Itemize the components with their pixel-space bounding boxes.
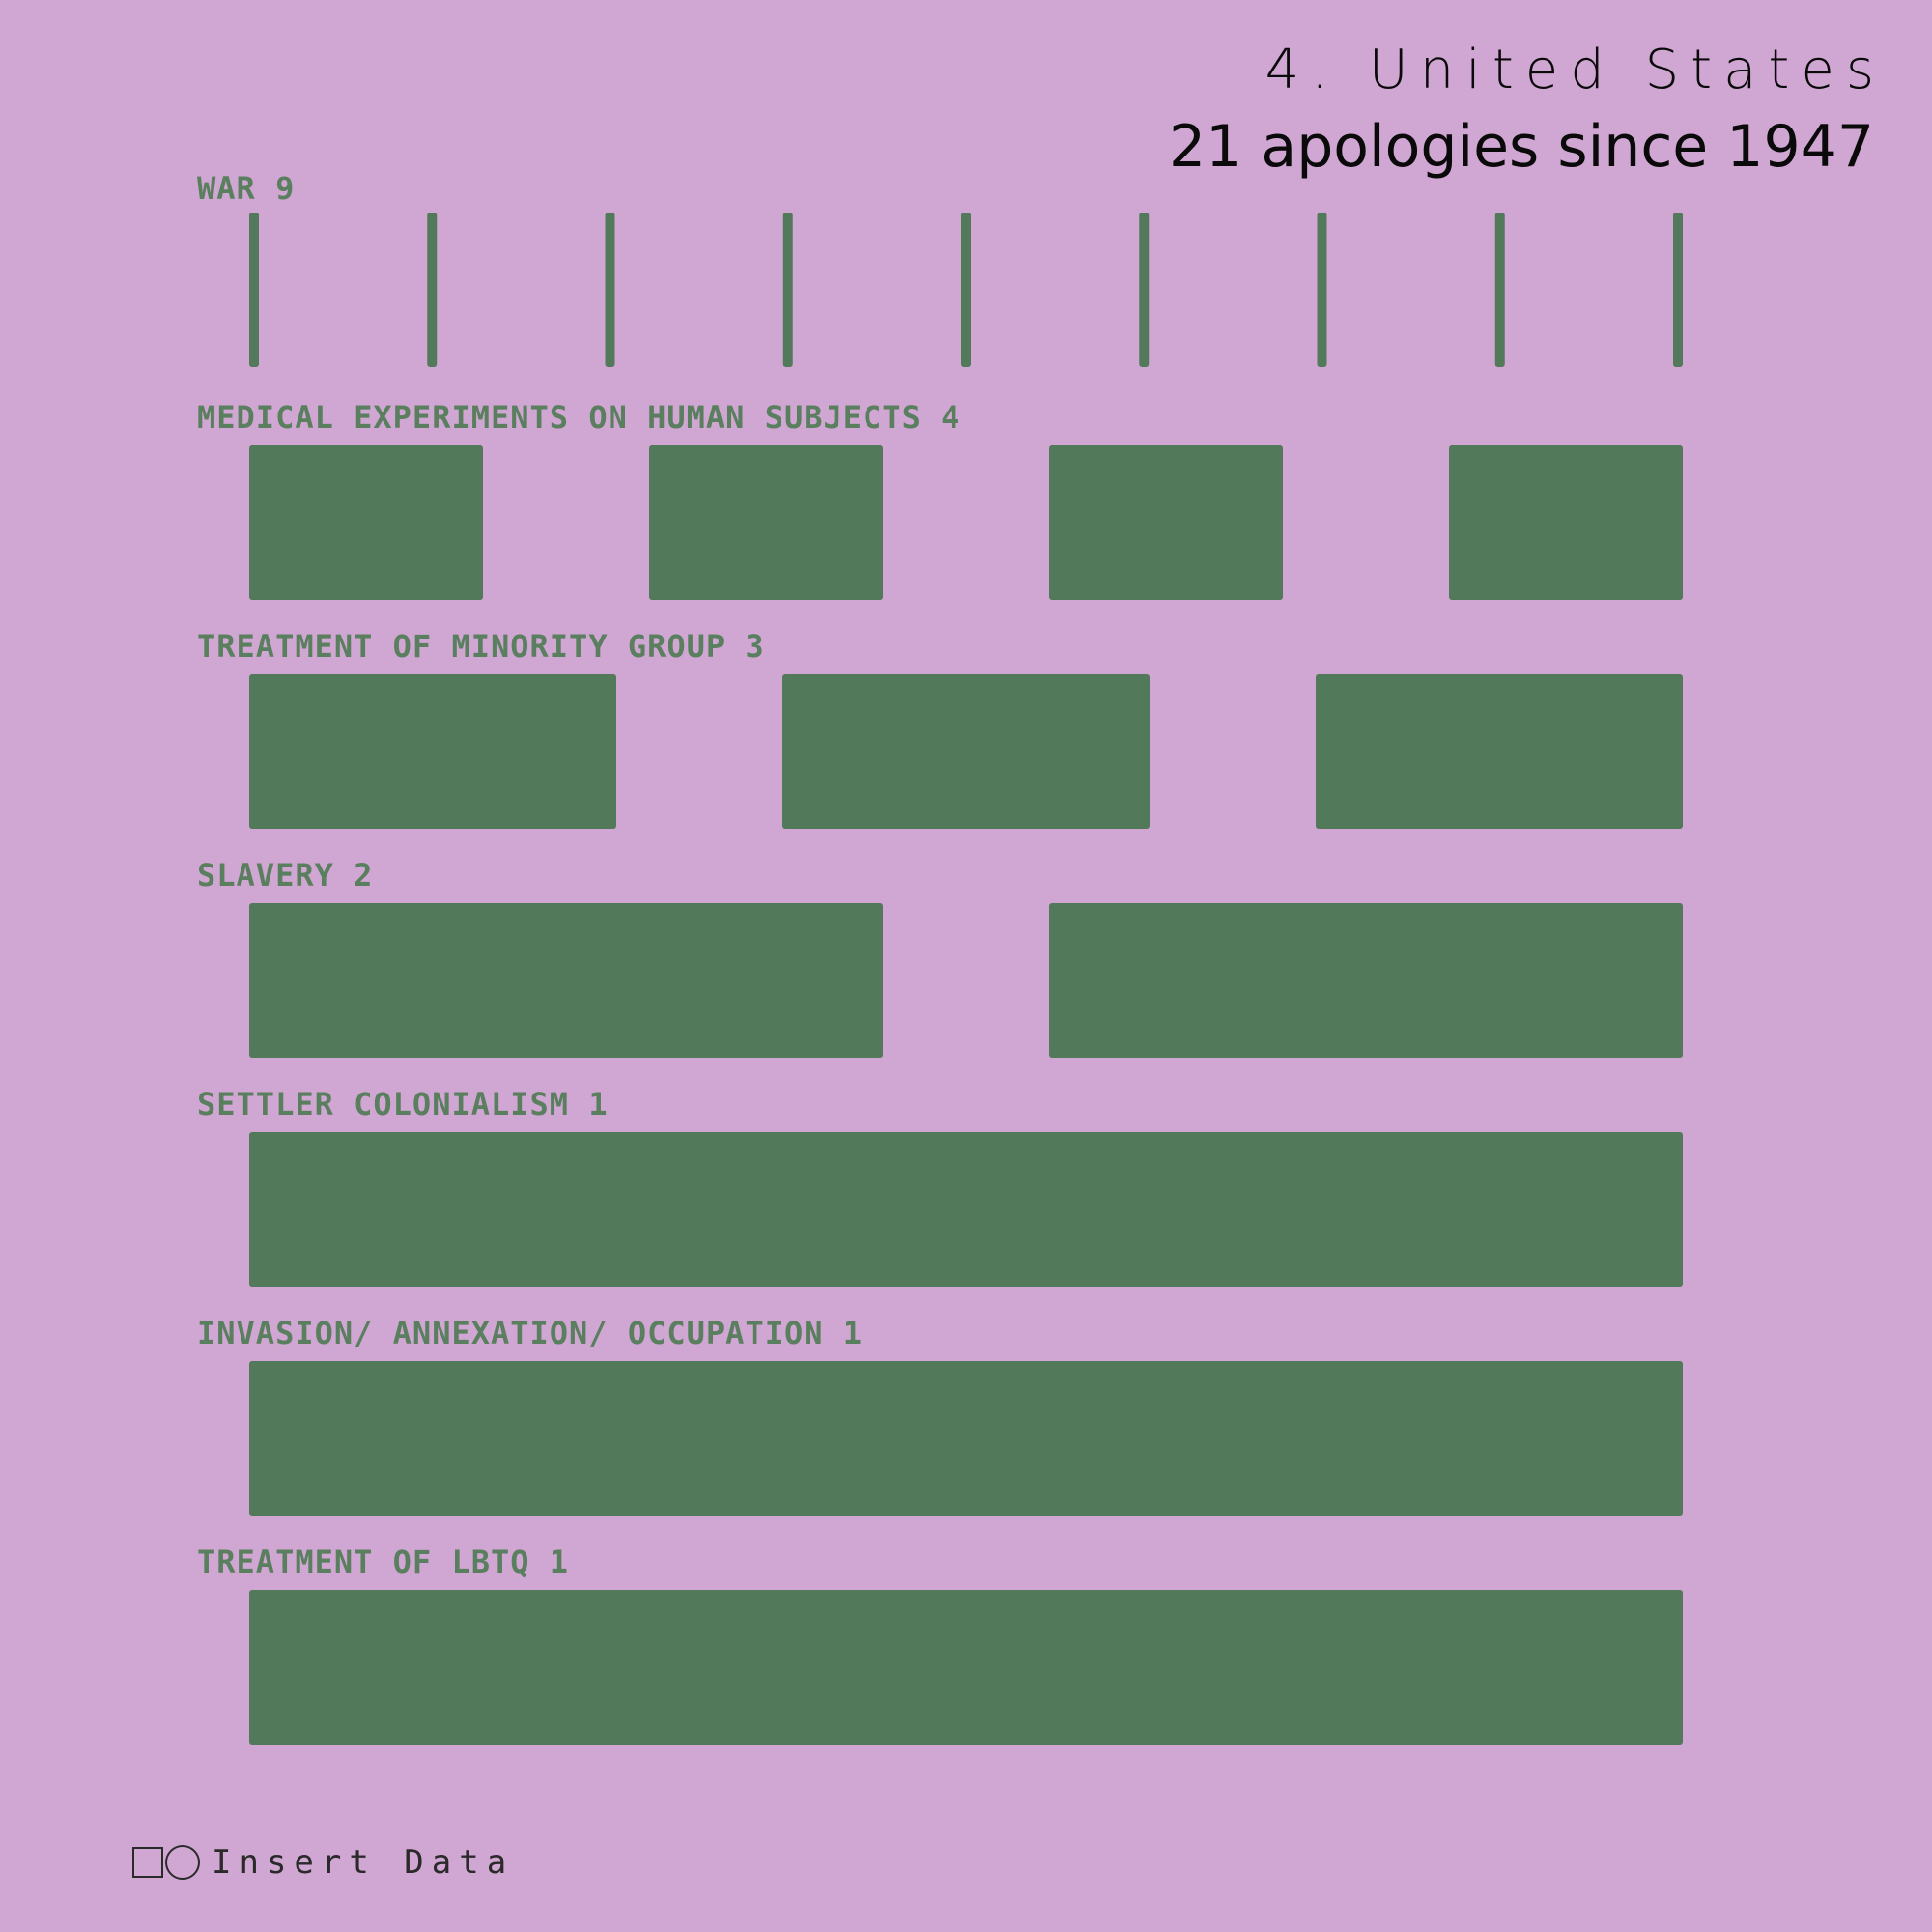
chart-header: 4. United States 21 apologies since 1947 bbox=[1169, 37, 1874, 185]
apology-mark bbox=[249, 903, 883, 1058]
apology-mark bbox=[249, 213, 259, 367]
row-label: TREATMENT OF MINORITY GROUP 3 bbox=[197, 628, 765, 665]
apology-mark bbox=[1494, 213, 1505, 367]
apology-mark bbox=[649, 445, 883, 600]
apology-mark bbox=[605, 213, 615, 367]
apology-mark bbox=[249, 1361, 1683, 1516]
row-label: WAR 9 bbox=[197, 170, 295, 207]
apology-mark bbox=[961, 213, 971, 367]
row-label: MEDICAL EXPERIMENTS ON HUMAN SUBJECTS 4 bbox=[197, 399, 960, 436]
chart-title: 4. United States bbox=[1264, 39, 1886, 101]
apology-mark bbox=[1449, 445, 1683, 600]
chart-subtitle: 21 apologies since 1947 bbox=[1169, 113, 1874, 181]
row-label: SETTLER COLONIALISM 1 bbox=[197, 1086, 609, 1122]
apology-mark bbox=[249, 1590, 1683, 1745]
apology-mark bbox=[249, 1132, 1683, 1287]
row-label: SLAVERY 2 bbox=[197, 857, 373, 894]
row-label: TREATMENT OF LBTQ 1 bbox=[197, 1544, 569, 1580]
apology-mark bbox=[1049, 903, 1683, 1058]
apology-mark bbox=[1139, 213, 1150, 367]
apology-mark bbox=[249, 445, 483, 600]
row-label: INVASION/ ANNEXATION/ OCCUPATION 1 bbox=[197, 1315, 863, 1351]
square-icon bbox=[132, 1847, 163, 1878]
apology-mark bbox=[1316, 674, 1683, 829]
apology-mark bbox=[1317, 213, 1327, 367]
apology-mark bbox=[1049, 445, 1283, 600]
apology-mark bbox=[782, 674, 1150, 829]
apology-mark bbox=[782, 213, 793, 367]
brand-logo: Insert Data bbox=[132, 1843, 514, 1882]
circle-icon bbox=[165, 1845, 200, 1880]
brand-name: Insert Data bbox=[212, 1843, 515, 1882]
apology-mark bbox=[427, 213, 438, 367]
apology-mark bbox=[249, 674, 616, 829]
apology-mark bbox=[1673, 213, 1683, 367]
